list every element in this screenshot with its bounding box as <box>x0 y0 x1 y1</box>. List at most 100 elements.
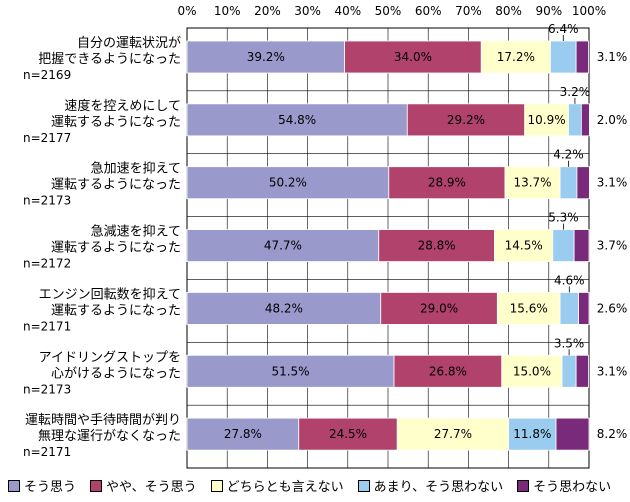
bar-1-0 <box>186 103 408 137</box>
legend-label-1: やや、そう思う <box>106 480 197 495</box>
category-label-3-1: 運転するようになった <box>51 241 181 256</box>
bar-6-0 <box>186 417 300 451</box>
bar-1-3 <box>568 103 582 137</box>
legend-item-4: そう思わない <box>517 476 611 495</box>
legend-label-0: そう思う <box>24 480 77 495</box>
legend-swatch-3 <box>357 479 370 492</box>
data-label-3-1: 28.8% <box>418 239 456 253</box>
x-tick-label-2: 20% <box>254 4 281 18</box>
data-label-2-2: 13.7% <box>513 176 551 190</box>
data-label-2-0: 50.2% <box>269 176 307 190</box>
legend: そう思う やや、そう思う どちらとも言えない あまり、そう思わない そう思わない <box>8 476 625 495</box>
category-label-5-0: アイドリングストップを <box>39 350 181 365</box>
data-label-1-3: 3.2% <box>560 85 591 99</box>
bar-3-4 <box>573 229 590 262</box>
data-label-1-1: 29.2% <box>447 113 485 127</box>
bar-5-2 <box>501 354 563 388</box>
bar-4-3 <box>559 292 579 325</box>
legend-swatch-1 <box>90 479 103 492</box>
category-label-6-0: 運転時間や手待時間が判り <box>25 413 181 428</box>
data-label-2-4: 3.1% <box>597 176 628 190</box>
legend-label-2: どちらとも言えない <box>226 480 344 495</box>
category-n-5: n=2173 <box>23 382 71 396</box>
data-label-1-4: 2.0% <box>597 113 628 127</box>
data-label-2-3: 4.2% <box>553 148 584 162</box>
bar-0-0 <box>186 40 345 74</box>
x-tick-label-8: 80% <box>495 4 522 18</box>
bar-1-4 <box>580 103 590 137</box>
x-tick-label-4: 40% <box>334 4 361 18</box>
data-label-3-4: 3.7% <box>597 239 628 253</box>
bar-3-2 <box>494 229 554 262</box>
data-label-4-1: 29.0% <box>420 301 458 315</box>
category-label-3-0: 急減速を抑えて <box>91 224 181 240</box>
bar-0-3 <box>550 40 577 74</box>
data-label-4-4: 2.6% <box>597 301 628 315</box>
category-label-1-1: 運転するようになった <box>51 115 181 130</box>
x-tick-label-9: 90% <box>535 4 562 18</box>
data-label-5-1: 26.8% <box>429 364 467 378</box>
category-label-2-0: 急加速を抑えて <box>91 162 181 177</box>
data-label-3-2: 14.5% <box>505 239 543 253</box>
bar-0-2 <box>480 40 551 74</box>
category-label-6-1: 無理な運行がなくなった <box>38 429 181 444</box>
legend-item-2: どちらとも言えない <box>210 476 344 495</box>
bar-4-2 <box>496 292 561 325</box>
bar-3-3 <box>552 229 575 262</box>
legend-item-3: あまり、そう思わない <box>357 476 504 495</box>
data-label-6-2: 27.7% <box>434 427 472 441</box>
category-label-1-0: 速度を控えめにして <box>64 98 181 114</box>
legend-label-4: そう思わない <box>533 480 612 495</box>
data-label-6-1: 24.5% <box>329 427 367 441</box>
bar-5-0 <box>186 354 395 388</box>
data-label-6-4: 8.2% <box>597 427 628 441</box>
bar-3-0 <box>186 229 380 262</box>
bar-0-4 <box>575 40 589 74</box>
bar-2-1 <box>388 166 506 200</box>
legend-item-1: やや、そう思う <box>90 476 197 495</box>
data-label-2-1: 28.9% <box>428 176 466 190</box>
category-n-4: n=2171 <box>23 319 71 333</box>
data-label-6-0: 27.8% <box>224 427 262 441</box>
x-tick-label-10: 100% <box>572 4 606 18</box>
data-label-0-0: 39.2% <box>247 50 285 64</box>
data-label-3-0: 47.7% <box>264 239 302 253</box>
bar-6-4 <box>555 417 590 451</box>
legend-label-3: あまり、そう思わない <box>373 480 504 495</box>
x-tick-label-6: 60% <box>415 4 442 18</box>
data-label-5-0: 51.5% <box>271 364 309 378</box>
legend-swatch-4 <box>517 479 530 492</box>
bar-2-2 <box>504 166 561 200</box>
bar-1-1 <box>406 103 526 137</box>
bar-2-4 <box>576 166 590 200</box>
category-n-6: n=2171 <box>23 445 71 459</box>
x-tick-label-0: 0% <box>177 4 196 18</box>
bar-2-3 <box>559 166 578 200</box>
x-tick-label-5: 50% <box>375 4 402 18</box>
bar-4-4 <box>578 292 590 325</box>
data-label-3-3: 5.3% <box>548 211 579 225</box>
data-label-6-3: 11.8% <box>513 427 551 441</box>
category-label-0-0: 自分の運転状況が <box>77 36 181 51</box>
bar-0-1 <box>344 40 482 74</box>
bar-4-0 <box>186 292 382 325</box>
bar-2-0 <box>186 166 390 200</box>
category-label-4-1: 運転するようになった <box>51 303 181 318</box>
legend-swatch-2 <box>210 479 223 492</box>
bar-5-3 <box>561 354 577 388</box>
legend-swatch-0 <box>8 479 20 492</box>
category-label-5-1: 心がけるようになった <box>51 366 181 381</box>
data-label-4-2: 15.6% <box>510 301 548 315</box>
bar-3-1 <box>378 229 495 262</box>
bar-5-4 <box>575 354 589 388</box>
data-label-4-0: 48.2% <box>265 301 303 315</box>
bar-6-3 <box>508 417 557 451</box>
data-label-1-0: 54.8% <box>278 113 316 127</box>
x-tick-label-1: 10% <box>214 4 241 18</box>
x-tick-label-7: 70% <box>455 4 482 18</box>
data-label-0-4: 3.1% <box>597 50 628 64</box>
data-label-1-2: 10.9% <box>528 113 566 127</box>
x-tick-label-3: 30% <box>294 4 321 18</box>
